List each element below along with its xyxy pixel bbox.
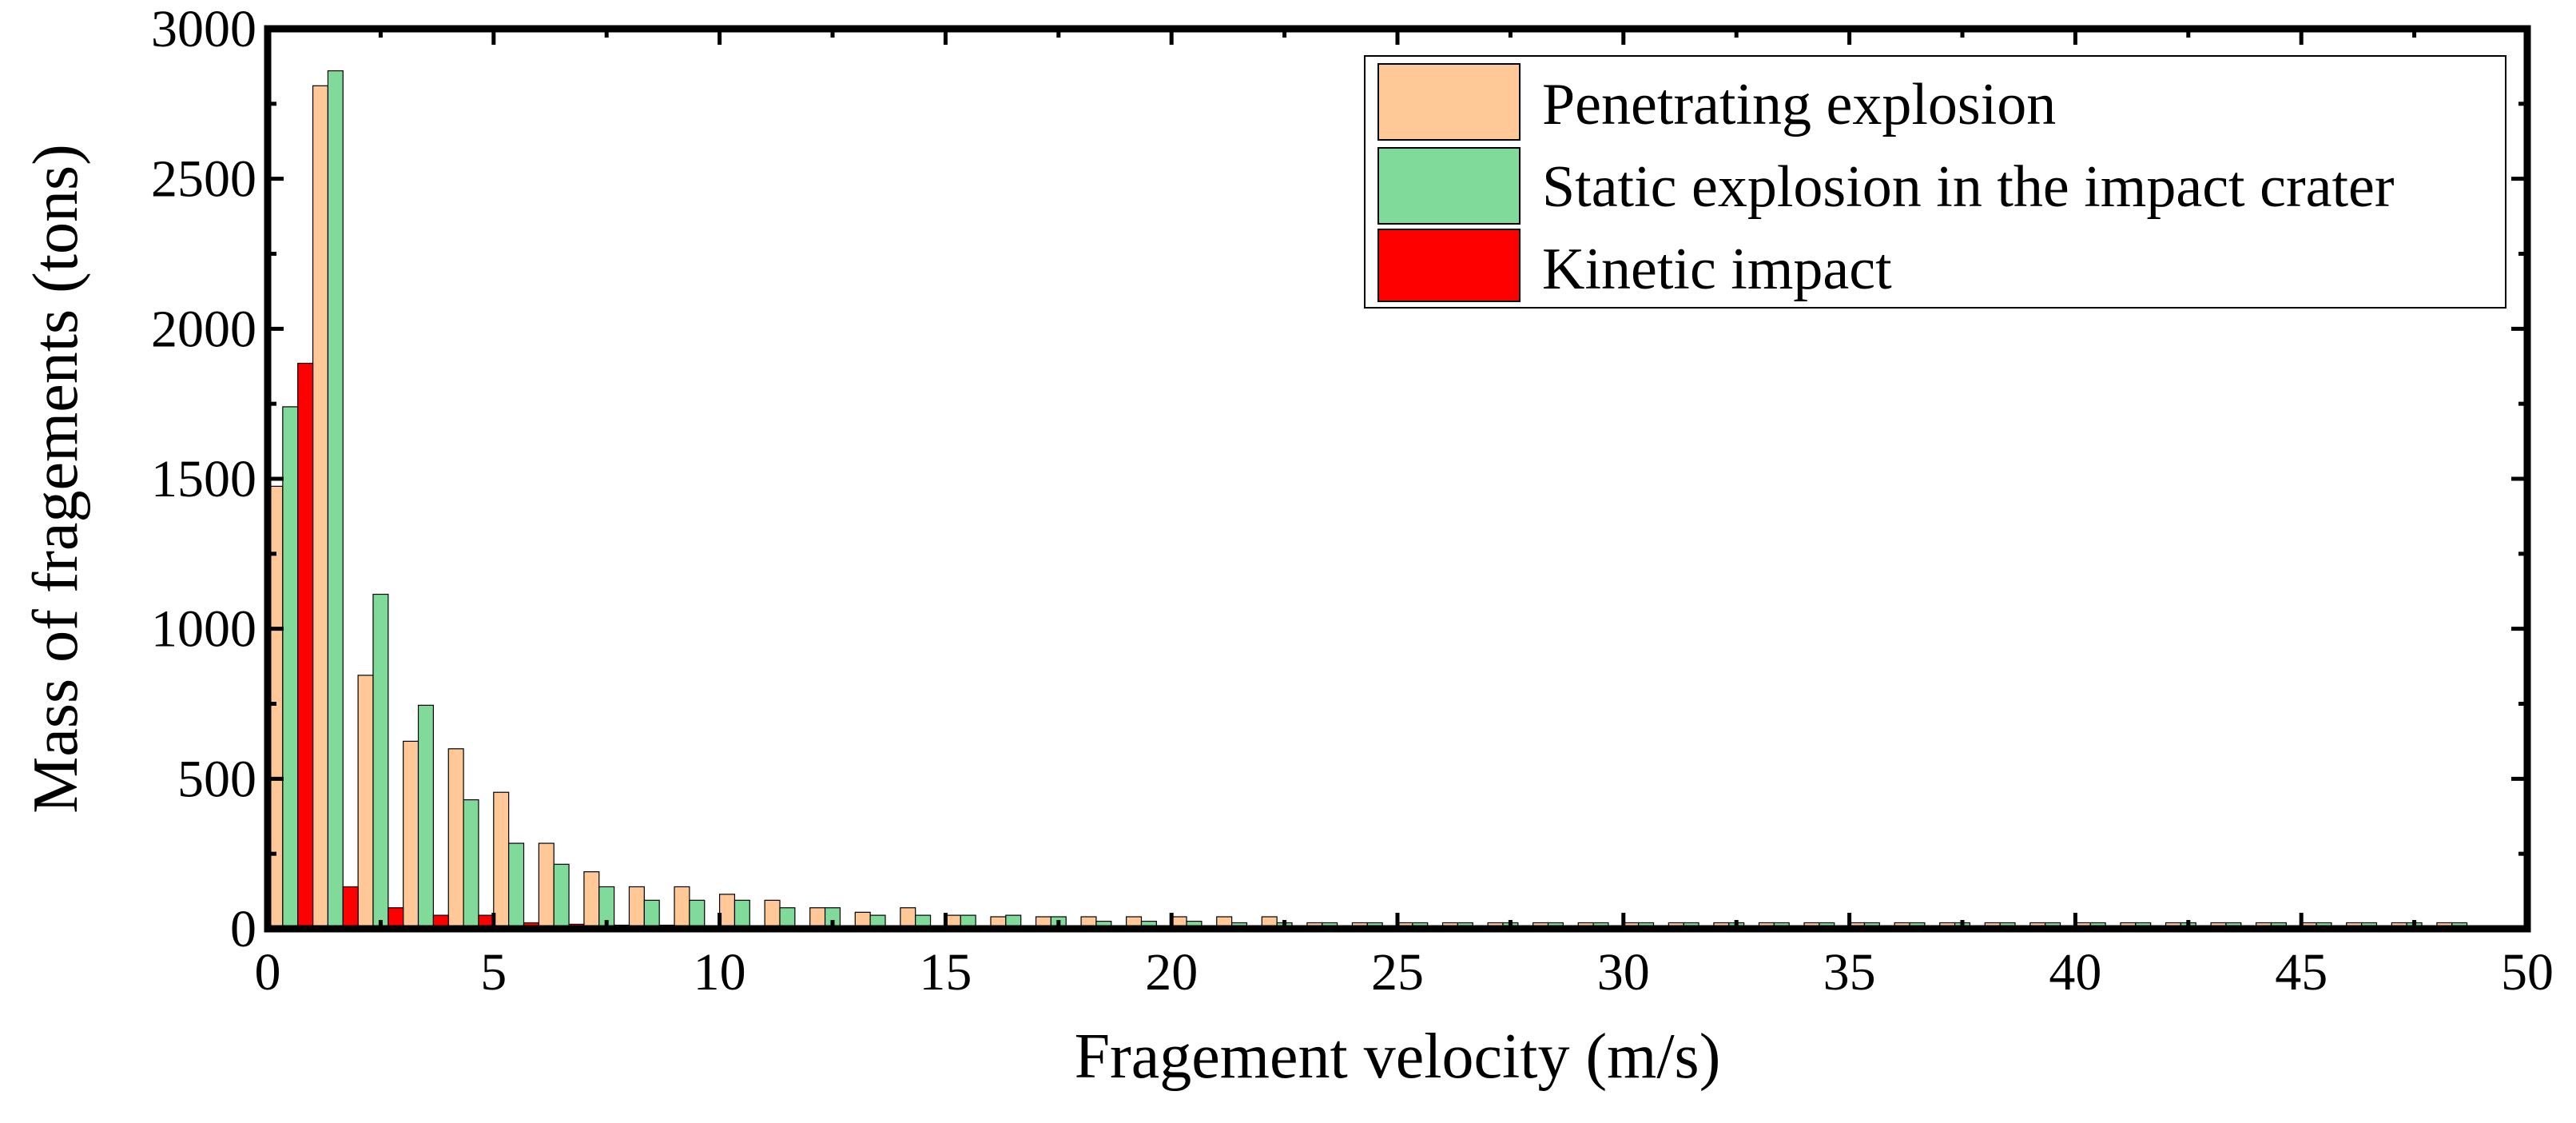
x-tick-label: 0 bbox=[255, 943, 281, 1002]
bar-series2-bin1 bbox=[342, 886, 359, 930]
legend-label-kinetic: Kinetic impact bbox=[1542, 237, 1892, 302]
legend-swatch-penetrating bbox=[1377, 63, 1521, 141]
bar-series1-bin4 bbox=[463, 799, 479, 930]
legend: Penetrating explosion Static explosion i… bbox=[1364, 55, 2506, 309]
x-tick-label: 50 bbox=[2501, 943, 2554, 1002]
x-tick-label: 30 bbox=[1597, 943, 1650, 1002]
bar-series0-bin8 bbox=[628, 886, 645, 930]
bar-series0-bin4 bbox=[447, 748, 464, 930]
x-tick-label: 5 bbox=[480, 943, 507, 1002]
bar-series1-bin5 bbox=[508, 842, 525, 930]
bar-series1-bin10 bbox=[733, 899, 750, 930]
x-tick-label: 40 bbox=[2049, 943, 2101, 1002]
y-tick-label: 1000 bbox=[151, 600, 256, 659]
legend-swatch-kinetic bbox=[1377, 229, 1521, 302]
bar-series0-bin2 bbox=[357, 675, 374, 930]
y-tick-label: 500 bbox=[177, 750, 256, 808]
bar-series0-bin10 bbox=[718, 894, 736, 930]
bar-series0-bin5 bbox=[493, 791, 510, 930]
y-tick-label: 3000 bbox=[151, 0, 256, 58]
bar-series0-bin1 bbox=[312, 85, 329, 930]
x-tick-label: 45 bbox=[2275, 943, 2328, 1002]
axis-ticks bbox=[265, 26, 2530, 931]
bar-series1-bin0 bbox=[282, 406, 299, 930]
y-tick-label: 1500 bbox=[151, 450, 256, 508]
x-tick-label: 15 bbox=[919, 943, 972, 1002]
legend-label-penetrating: Penetrating explosion bbox=[1542, 72, 2056, 137]
x-tick-label: 25 bbox=[1371, 943, 1424, 1002]
legend-label-static: Static explosion in the impact crater bbox=[1542, 154, 2395, 220]
bar-series1-bin9 bbox=[689, 899, 706, 930]
bar-series0-bin7 bbox=[583, 871, 600, 930]
bar-series0-bin11 bbox=[764, 899, 781, 930]
bar-series0-bin3 bbox=[403, 740, 419, 930]
bar-series2-bin0 bbox=[297, 362, 314, 930]
y-axis-label: Mass of fragements (tons) bbox=[21, 144, 91, 814]
bar-series1-bin1 bbox=[327, 70, 344, 930]
x-tick-label: 35 bbox=[1823, 943, 1876, 1002]
axis-tick-labels: 0 5 10 15 20 25 30 35 40 45 5005001000150020002500… bbox=[151, 0, 2554, 1002]
legend-swatch-static bbox=[1377, 147, 1521, 225]
bar-series1-bin6 bbox=[553, 863, 570, 930]
bar-series1-bin2 bbox=[372, 593, 389, 930]
x-axis-label: Fragement velocity (m/s) bbox=[1075, 1021, 1721, 1092]
bar-series1-bin3 bbox=[417, 704, 434, 930]
x-tick-label: 10 bbox=[694, 943, 746, 1002]
bar-series1-bin8 bbox=[643, 899, 660, 930]
y-tick-label: 2000 bbox=[151, 300, 256, 358]
legend-box bbox=[1364, 55, 2506, 309]
x-tick-label: 20 bbox=[1145, 943, 1198, 1002]
y-tick-label: 0 bbox=[230, 900, 256, 958]
bar-series0-bin6 bbox=[538, 842, 555, 930]
bar-series0-bin9 bbox=[674, 886, 690, 930]
y-tick-label: 2500 bbox=[151, 150, 256, 209]
